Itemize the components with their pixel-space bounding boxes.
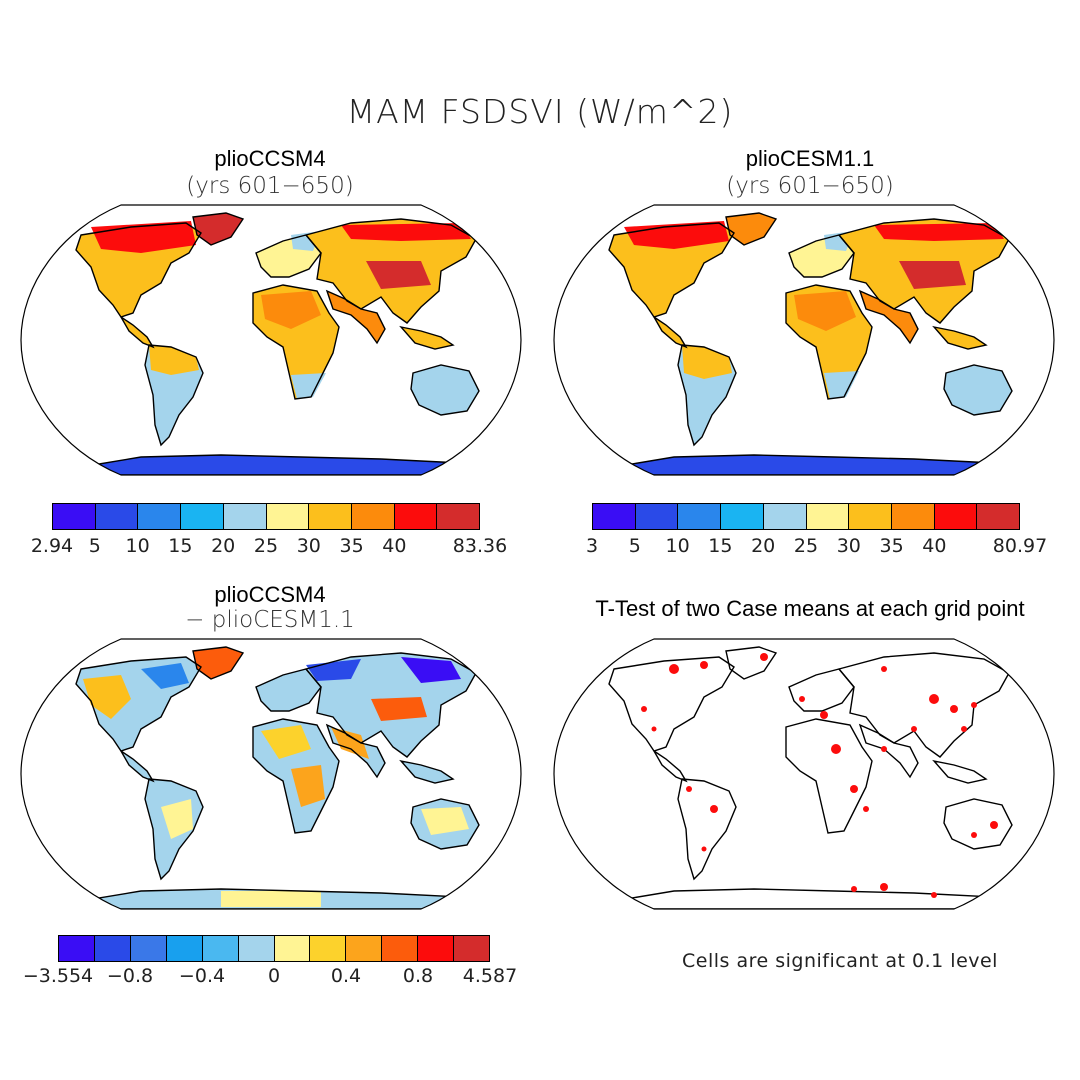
colorbar-box: [891, 504, 935, 529]
colorbar-box: [95, 504, 139, 529]
colorbar-label: 0.8: [402, 965, 434, 987]
colorbar-label: 83.36: [452, 535, 508, 557]
significance-note: Cells are significant at 0.1 level: [682, 950, 998, 972]
colorbar-box: [130, 936, 167, 961]
colorbar-label: 0: [267, 965, 281, 987]
colorbar-panel3: [58, 935, 490, 962]
colorbar-label: 25: [793, 535, 819, 557]
map-plioCCSM4: [20, 204, 522, 476]
map-plioCESM1.1: [553, 204, 1055, 476]
colorbar-box: [454, 936, 490, 961]
colorbar-box: [721, 504, 764, 529]
colorbar-box: [94, 936, 131, 961]
colorbar-box: [437, 504, 480, 529]
colorbar-label: 2.94: [30, 535, 74, 557]
colorbar-box: [309, 504, 352, 529]
colorbar-box: [678, 504, 722, 529]
colorbar-label: 35: [879, 535, 904, 557]
colorbar-box: [382, 936, 419, 961]
colorbar-box: [351, 504, 395, 529]
colorbar-box: [59, 936, 95, 961]
map-ttest: [553, 638, 1055, 910]
colorbar-box: [934, 504, 978, 529]
colorbar-label: 35: [339, 535, 364, 557]
colorbar-label: 0.4: [330, 965, 362, 987]
colorbar-label: 30: [836, 535, 861, 557]
panel2-subtitle: (yrs 601−650): [726, 173, 894, 199]
colorbar-label: 40: [382, 535, 407, 557]
colorbar-box: [849, 504, 892, 529]
colorbar-label: 15: [708, 535, 733, 557]
colorbar-box: [53, 504, 96, 529]
colorbar-panel2-labels: 3 5 10 15 20 25 30 35 40 80.97: [586, 535, 1047, 561]
colorbar-panel1: [52, 503, 480, 530]
panel3-subtitle: − plioCESM1.1: [185, 607, 355, 633]
colorbar-label: 40: [922, 535, 947, 557]
colorbar-label: 3: [585, 535, 599, 557]
colorbar-label: −0.8: [106, 965, 154, 987]
colorbar-label: −3.554: [22, 965, 94, 987]
figure-title: MAM FSDSVI (W/m^2): [346, 92, 734, 131]
colorbar-box: [346, 936, 383, 961]
colorbar-box: [394, 504, 438, 529]
colorbar-label: 20: [211, 535, 236, 557]
colorbar-box: [763, 504, 807, 529]
map-difference: [20, 638, 522, 910]
panel3-title: plioCCSM4: [214, 582, 326, 607]
colorbar-box: [635, 504, 679, 529]
colorbar-box: [266, 504, 310, 529]
colorbar-label: 4.587: [462, 965, 518, 987]
colorbar-label: 30: [296, 535, 321, 557]
panel4-title: T-Test of two Case means at each grid po…: [595, 596, 1025, 621]
colorbar-box: [238, 936, 275, 961]
colorbar-panel1-labels: 2.94 5 10 15 20 25 30 35 40 83.36: [31, 535, 507, 561]
colorbar-box: [223, 504, 267, 529]
colorbar-box: [310, 936, 347, 961]
colorbar-label: 80.97: [992, 535, 1048, 557]
colorbar-box: [181, 504, 224, 529]
colorbar-label: 5: [88, 535, 101, 557]
panel1-subtitle: (yrs 601−650): [186, 173, 354, 199]
colorbar-label: 20: [751, 535, 776, 557]
colorbar-label: 15: [168, 535, 193, 557]
panel2-title: plioCESM1.1: [745, 146, 875, 171]
colorbar-label: 5: [628, 535, 641, 557]
colorbar-box: [166, 936, 203, 961]
colorbar-label: 25: [253, 535, 279, 557]
colorbar-box: [138, 504, 182, 529]
colorbar-box: [593, 504, 636, 529]
colorbar-box: [274, 936, 311, 961]
colorbar-label: 10: [665, 535, 690, 557]
colorbar-label: −0.4: [178, 965, 226, 987]
panel1-title: plioCCSM4: [214, 146, 326, 171]
colorbar-box: [202, 936, 239, 961]
colorbar-label: 10: [125, 535, 150, 557]
colorbar-panel3-labels: −3.554 −0.8 −0.4 0 0.4 0.8 4.587: [23, 965, 517, 991]
colorbar-panel2: [592, 503, 1020, 530]
colorbar-box: [418, 936, 455, 961]
colorbar-box: [806, 504, 850, 529]
colorbar-box: [977, 504, 1020, 529]
